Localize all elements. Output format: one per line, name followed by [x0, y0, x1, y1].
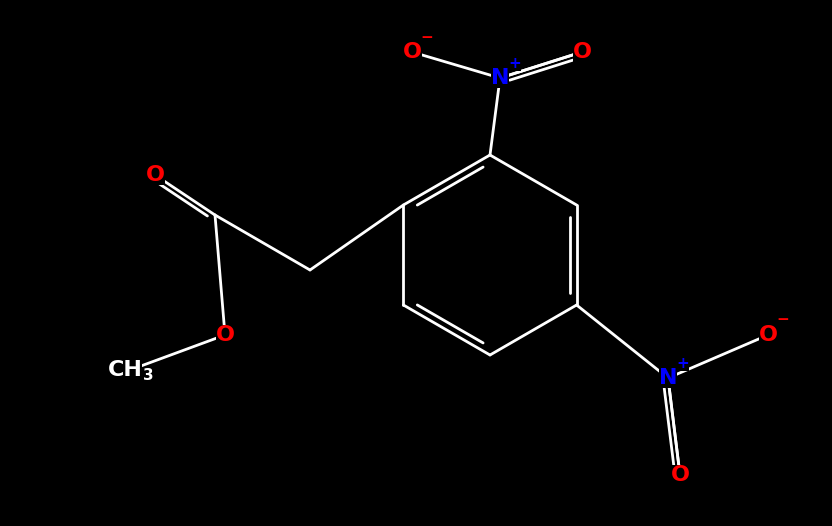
- Text: CH: CH: [107, 360, 142, 380]
- Text: O: O: [146, 165, 165, 185]
- Text: +: +: [676, 356, 690, 370]
- Text: O: O: [572, 42, 592, 62]
- Text: O: O: [403, 42, 422, 62]
- Text: −: −: [776, 312, 790, 328]
- Text: O: O: [759, 325, 777, 345]
- Text: 3: 3: [142, 369, 153, 383]
- Text: N: N: [491, 68, 509, 88]
- Text: −: −: [421, 29, 433, 45]
- Text: O: O: [671, 465, 690, 485]
- Text: O: O: [215, 325, 235, 345]
- Text: +: +: [508, 56, 522, 70]
- Text: N: N: [659, 368, 677, 388]
